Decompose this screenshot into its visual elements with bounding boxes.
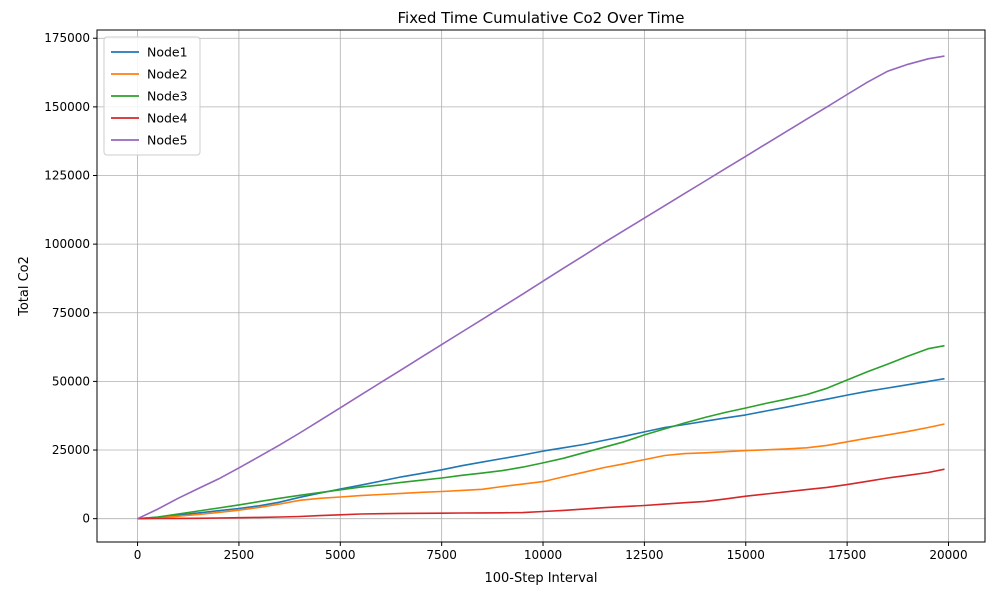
x-tick-label: 12500 (625, 548, 663, 562)
legend: Node1 Node2 Node3 Node4 Node5 (103, 36, 201, 156)
grid (97, 30, 985, 542)
x-tick-label: 10000 (524, 548, 562, 562)
x-tick-label: 15000 (727, 548, 765, 562)
y-ticks: 0 25000 50000 75000 100000 125000 150000 175000 (44, 31, 97, 526)
series-line-node2 (137, 423, 945, 520)
series-line-node3 (137, 344, 945, 520)
y-tick-label: 125000 (44, 169, 90, 183)
y-tick-label: 150000 (44, 100, 90, 114)
x-tick-label: 5000 (325, 548, 356, 562)
y-tick-label: 100000 (44, 237, 90, 251)
x-tick-label: 17500 (828, 548, 866, 562)
legend-label: Node4 (147, 111, 188, 126)
legend-label: Node3 (147, 89, 188, 104)
x-ticks: 0 2500 5000 7500 10000 12500 15000 17500 20000 (134, 542, 968, 562)
y-tick-label: 50000 (52, 374, 90, 388)
series-line-node1 (137, 377, 945, 520)
legend-label: Node5 (147, 133, 188, 148)
plot-area (97, 30, 985, 542)
plot-frame (96, 29, 986, 543)
x-axis-label: 100-Step Interval (484, 571, 597, 586)
x-tick-label: 2500 (224, 548, 255, 562)
y-tick-label: 175000 (44, 31, 90, 45)
y-tick-label: 75000 (52, 306, 90, 320)
legend-label: Node1 (147, 45, 188, 60)
series-lines (137, 55, 945, 520)
y-tick-label: 25000 (52, 443, 90, 457)
x-tick-label: 0 (134, 548, 142, 562)
y-tick-label: 0 (82, 512, 90, 526)
y-axis-label: Total Co2 (17, 256, 32, 317)
series-line-node4 (137, 468, 945, 520)
x-tick-label: 20000 (929, 548, 967, 562)
legend-label: Node2 (147, 67, 188, 82)
legend-box (103, 36, 201, 156)
series-line-node5 (137, 55, 945, 520)
chart-title: Fixed Time Cumulative Co2 Over Time (397, 9, 684, 27)
x-tick-label: 7500 (426, 548, 457, 562)
